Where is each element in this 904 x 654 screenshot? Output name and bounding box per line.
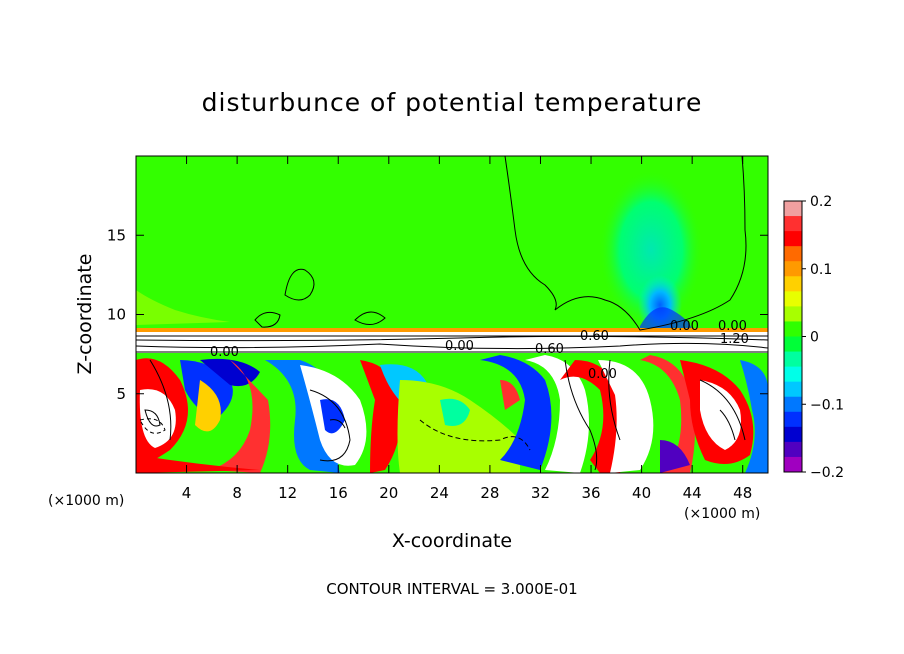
colorbar-tick-label: 0.1 bbox=[810, 262, 832, 278]
x-tick-label: 44 bbox=[683, 484, 702, 502]
plume-core bbox=[640, 307, 692, 330]
x-unit-label: (×1000 m) bbox=[684, 506, 760, 522]
colorbar-tick-label: 0.2 bbox=[810, 194, 832, 210]
colorbar-swatch bbox=[784, 351, 802, 368]
x-tick-label: 20 bbox=[379, 484, 398, 502]
inversion-contours bbox=[136, 335, 768, 353]
contour-label: 1.20 bbox=[720, 332, 749, 347]
colorbar-swatch bbox=[784, 411, 802, 428]
x-axis-label: X-coordinate bbox=[392, 530, 512, 552]
x-tick-label: 32 bbox=[531, 484, 550, 502]
x-tick-label: 48 bbox=[733, 484, 752, 502]
x-tick-label: 24 bbox=[430, 484, 449, 502]
y-axis-label: Z-coordinate bbox=[74, 254, 96, 375]
colorbar-swatch bbox=[784, 306, 802, 322]
contour-lines bbox=[139, 156, 747, 471]
colorbar-swatch bbox=[784, 441, 802, 458]
boundary-layer bbox=[136, 353, 768, 473]
colorbar-swatch bbox=[784, 396, 802, 413]
colorbar-swatch bbox=[784, 456, 802, 473]
contour-label: 0.00 bbox=[210, 345, 239, 360]
contour-interval-note: CONTOUR INTERVAL = 3.000E-01 bbox=[326, 580, 577, 598]
contour-label: 0.00 bbox=[588, 367, 617, 382]
contour-label: 0.00 bbox=[718, 319, 747, 334]
chart-title: disturbunce of potential temperature bbox=[202, 88, 703, 117]
contour-label: 0.60 bbox=[580, 329, 609, 344]
colorbar-tick-label: −0.1 bbox=[810, 397, 844, 413]
colorbar-tick-label: −0.2 bbox=[810, 465, 844, 481]
x-tick-label: 4 bbox=[182, 484, 192, 502]
colorbar-swatch bbox=[784, 246, 802, 262]
colorbar-swatch bbox=[784, 366, 802, 383]
contour-label: 0.60 bbox=[535, 342, 564, 357]
x-tick-label: 36 bbox=[581, 484, 600, 502]
colorbar-swatch bbox=[784, 336, 802, 353]
colorbar-tick-label: 0 bbox=[810, 330, 819, 346]
z-unit-label: (×1000 m) bbox=[48, 493, 124, 509]
contour-label: 0.00 bbox=[445, 339, 474, 354]
x-tick-label: 16 bbox=[329, 484, 348, 502]
colorbar-swatch bbox=[784, 276, 802, 292]
x-tick-label: 40 bbox=[632, 484, 651, 502]
colorbar-swatch bbox=[784, 231, 802, 247]
colorbar-swatch bbox=[784, 216, 802, 232]
colorbar-swatch bbox=[784, 321, 802, 337]
colorbar-swatch bbox=[784, 201, 802, 217]
colorbar-swatch bbox=[784, 426, 802, 443]
contour-label-group: 0.00 0.60 0.60 0.00 0.00 0.00 1.20 0.00 bbox=[210, 319, 749, 382]
colorbar-swatch bbox=[784, 291, 802, 307]
x-tick-label: 12 bbox=[278, 484, 297, 502]
y-tick-label: 10 bbox=[107, 306, 126, 324]
colorbar: 0.2 0.1 0 −0.1 −0.2 bbox=[783, 194, 844, 481]
plot-area bbox=[136, 156, 768, 473]
colorbar-swatch bbox=[784, 381, 802, 398]
x-axis-ticks: 4 8 12 16 20 24 28 32 36 40 44 48 bbox=[182, 156, 752, 502]
y-axis-ticks: 5 10 15 bbox=[107, 226, 768, 403]
x-tick-label: 28 bbox=[480, 484, 499, 502]
y-tick-label: 15 bbox=[107, 226, 126, 244]
warm-patch-left bbox=[136, 290, 230, 325]
colorbar-swatch bbox=[784, 261, 802, 277]
y-tick-label: 5 bbox=[116, 385, 126, 403]
x-tick-label: 8 bbox=[232, 484, 242, 502]
inversion-white bbox=[136, 332, 768, 353]
contour-label: 0.00 bbox=[670, 319, 699, 334]
inversion-band bbox=[136, 328, 768, 332]
